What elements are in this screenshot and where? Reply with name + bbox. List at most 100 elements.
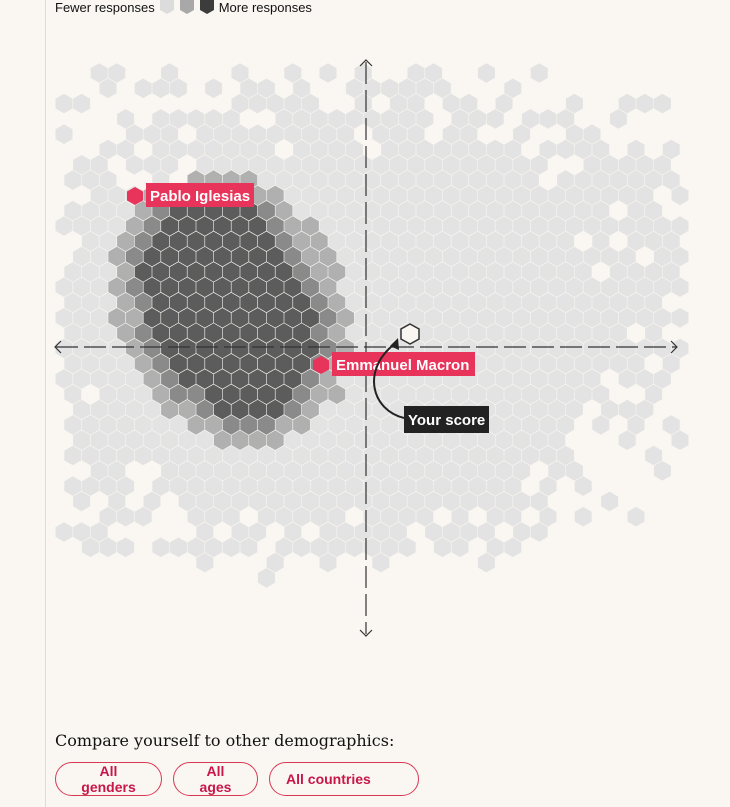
- hex-cell: [477, 369, 495, 389]
- hex-cell: [161, 277, 179, 297]
- hex-cell: [301, 246, 319, 267]
- hex-cell: [601, 155, 619, 175]
- hex-cell: [108, 491, 126, 512]
- hex-cell: [99, 231, 117, 252]
- hex-cell: [178, 461, 196, 481]
- hex-cell: [565, 399, 583, 420]
- hex-cell: [627, 170, 645, 190]
- filter-countries-button[interactable]: All countries: [269, 762, 419, 796]
- hex-cell: [310, 445, 328, 466]
- hex-cell: [134, 323, 152, 343]
- hex-cell: [81, 353, 99, 374]
- hex-cell: [477, 155, 495, 175]
- hex-cell: [381, 231, 399, 252]
- your-score[interactable]: Your score: [373, 323, 489, 433]
- hex-cell: [548, 308, 566, 328]
- hex-cell: [469, 476, 487, 496]
- marker-emmanuel-macron[interactable]: Emmanuel Macron: [313, 352, 475, 376]
- hex-cell: [451, 231, 469, 252]
- marker-pablo-iglesias[interactable]: Pablo Iglesias: [127, 183, 254, 207]
- hex-cell: [416, 78, 434, 99]
- hex-cell: [442, 124, 460, 144]
- legend-swatch-light: [159, 0, 174, 14]
- hex-cell: [134, 78, 152, 99]
- hex-cell: [213, 308, 231, 328]
- hex-cell: [222, 476, 240, 496]
- left-rule: [45, 0, 46, 807]
- hex-cell: [231, 461, 249, 481]
- hex-cell: [381, 109, 399, 129]
- hex-cell: [108, 399, 126, 420]
- hex-cell: [337, 155, 355, 175]
- your-score-hex-icon: [400, 323, 420, 345]
- hex-cell: [222, 415, 240, 435]
- hex-cell: [513, 338, 531, 359]
- hex-cell: [354, 277, 372, 297]
- hex-cell: [143, 246, 161, 267]
- hex-cell: [539, 353, 557, 374]
- hex-cell: [196, 369, 214, 389]
- hex-cell: [231, 155, 249, 175]
- hex-cell: [574, 292, 592, 313]
- hex-cell: [653, 338, 671, 359]
- hex-cell: [354, 430, 372, 450]
- filter-ages-button[interactable]: All ages: [173, 762, 258, 796]
- hex-cell: [469, 384, 487, 405]
- hex-cell: [583, 124, 601, 144]
- hex-cell: [178, 369, 196, 389]
- hex-cell: [143, 491, 161, 512]
- hex-cell: [178, 246, 196, 267]
- hex-cell: [460, 246, 478, 267]
- filter-genders-button[interactable]: All genders: [55, 762, 162, 796]
- hex-cell: [284, 338, 302, 359]
- hex-cell: [73, 246, 91, 267]
- hex-cell: [530, 430, 548, 450]
- hex-cell: [583, 308, 601, 328]
- hex-cell: [363, 537, 381, 558]
- hex-cell: [301, 308, 319, 328]
- hex-cell: [249, 277, 267, 297]
- hex-cell: [275, 445, 293, 466]
- hex-cell: [548, 399, 566, 420]
- hex-cell: [618, 155, 636, 175]
- hex-cell: [81, 170, 99, 190]
- hex-cell: [240, 415, 258, 435]
- hex-cell: [108, 461, 126, 481]
- marker-hex-icon: [127, 187, 143, 205]
- hex-cell: [486, 384, 504, 405]
- hex-cell: [81, 415, 99, 435]
- hex-cell: [213, 399, 231, 420]
- hex-cell: [64, 170, 82, 190]
- hex-cell: [416, 323, 434, 343]
- hex-cell: [425, 430, 443, 450]
- hex-cell: [222, 323, 240, 343]
- hex-cell: [530, 63, 548, 83]
- hex-cell: [222, 384, 240, 405]
- hex-cell: [266, 124, 284, 144]
- hex-cell: [460, 430, 478, 450]
- hex-cell: [557, 323, 575, 343]
- hex-cell: [504, 384, 522, 405]
- hex-cell: [301, 369, 319, 389]
- hex-cell: [240, 292, 258, 313]
- hex-cell: [257, 506, 275, 527]
- hex-cell: [231, 338, 249, 359]
- hex-cell: [433, 445, 451, 466]
- hex-cell: [583, 155, 601, 175]
- hex-cell: [486, 292, 504, 313]
- hex-cell: [565, 461, 583, 481]
- hex-cell: [495, 338, 513, 359]
- hex-cell: [486, 231, 504, 252]
- hex-cell: [73, 155, 91, 175]
- hex-cell: [574, 139, 592, 160]
- hex-cell: [354, 155, 372, 175]
- hex-cell: [539, 231, 557, 252]
- hex-cell: [213, 124, 231, 144]
- hex-cell: [416, 384, 434, 405]
- hex-cell: [653, 308, 671, 328]
- hex-cell: [645, 292, 663, 313]
- hex-cell: [73, 308, 91, 328]
- hex-cell: [240, 353, 258, 374]
- hex-cell: [231, 399, 249, 420]
- hex-cell: [601, 216, 619, 236]
